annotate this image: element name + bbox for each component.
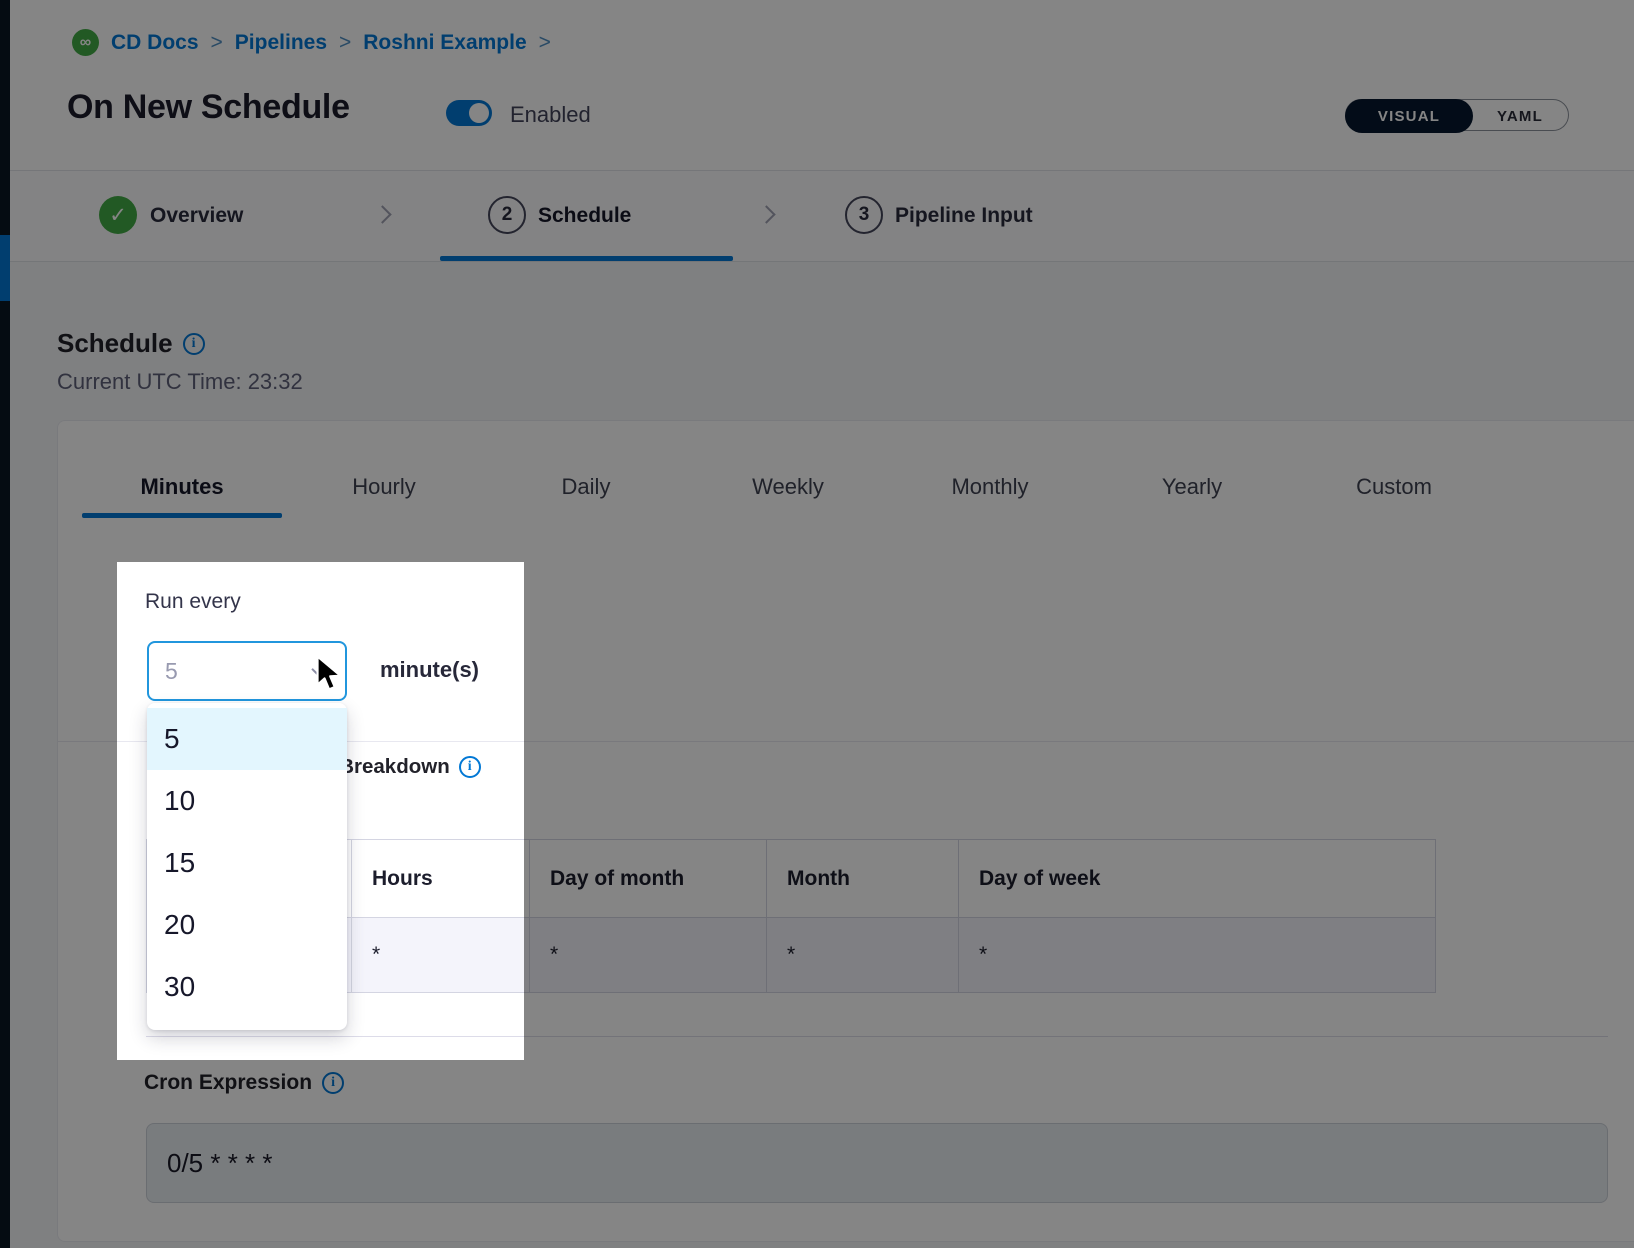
tab-yearly[interactable]: Yearly	[1161, 474, 1223, 499]
run-every-value: 5	[165, 658, 178, 684]
left-nav-strip[interactable]	[0, 0, 10, 1248]
tab-weekly[interactable]: Weekly	[752, 474, 824, 499]
frequency-tabs: Minutes Hourly Daily Weekly Monthly Year…	[81, 461, 1495, 513]
breadcrumb-cd-docs[interactable]: CD Docs	[111, 30, 199, 54]
dropdown-option-30[interactable]: 30	[164, 971, 196, 1002]
breadcrumb-separator: >	[538, 30, 551, 54]
wizard-step-schedule[interactable]: Schedule	[538, 204, 632, 227]
cell-hours: *	[351, 917, 530, 993]
schedule-heading-text: Schedule	[57, 328, 173, 358]
active-tab-underline	[82, 513, 282, 518]
minutes-unit-label: minute(s)	[380, 657, 479, 682]
step-2-number: 2	[488, 196, 526, 234]
dropdown-option-5[interactable]: 5	[147, 708, 347, 770]
left-nav-active-indicator	[0, 235, 10, 301]
info-icon[interactable]: i	[322, 1072, 345, 1094]
mouse-cursor	[316, 655, 342, 691]
tab-custom[interactable]: Custom	[1356, 474, 1432, 499]
utc-time-text: Current UTC Time: 23:32	[57, 369, 303, 394]
breadcrumb: ∞ CD Docs > Pipelines > Roshni Example >	[72, 29, 551, 56]
visual-button[interactable]: VISUAL	[1345, 99, 1473, 133]
breadcrumb-pipelines[interactable]: Pipelines	[234, 30, 327, 54]
run-every-label: Run every	[145, 590, 241, 613]
breadcrumb-roshni-example[interactable]: Roshni Example	[363, 30, 527, 54]
cron-expression-text: Cron Expression	[144, 1071, 313, 1094]
tab-minutes[interactable]: Minutes	[140, 474, 224, 499]
yaml-button[interactable]: YAML	[1497, 107, 1543, 125]
cron-expression-input[interactable]: 0/5 * * * *	[146, 1123, 1608, 1203]
header: ∞ CD Docs > Pipelines > Roshni Example >…	[10, 0, 1634, 170]
panel-divider	[146, 1036, 1608, 1037]
page-title: On New Schedule	[67, 88, 350, 126]
cell-day-of-month: *	[529, 917, 767, 993]
col-day-of-month: Day of month	[529, 839, 767, 918]
dropdown-option-20[interactable]: 20	[164, 909, 196, 940]
run-every-dropdown-menu: 5 10 15 20 30	[147, 703, 347, 1030]
step-complete-check-icon: ✓	[99, 196, 137, 234]
tab-hourly[interactable]: Hourly	[352, 474, 416, 499]
cell-month: *	[766, 917, 959, 993]
project-avatar-icon: ∞	[72, 29, 99, 56]
toggle-knob	[469, 103, 489, 123]
active-step-underline	[440, 256, 733, 261]
enabled-label: Enabled	[510, 102, 591, 127]
info-icon[interactable]: i	[458, 756, 481, 778]
cell-day-of-week: *	[958, 917, 1436, 993]
visual-yaml-switcher: VISUAL YAML	[1345, 99, 1569, 133]
tab-monthly[interactable]: Monthly	[951, 474, 1029, 499]
cron-expression-label: Cron Expression i	[144, 1071, 345, 1095]
section-divider	[58, 741, 1634, 742]
enabled-toggle[interactable]	[446, 100, 492, 126]
wizard-step-overview[interactable]: Overview	[150, 204, 244, 227]
info-icon[interactable]: i	[182, 332, 205, 355]
step-3-number: 3	[845, 196, 883, 234]
dropdown-option-10[interactable]: 10	[164, 785, 196, 816]
breadcrumb-separator: >	[339, 30, 352, 54]
dropdown-option-15[interactable]: 15	[164, 847, 196, 878]
wizard-step-pipeline-input[interactable]: Pipeline Input	[895, 204, 1033, 227]
col-month: Month	[766, 839, 959, 918]
breadcrumb-separator: >	[210, 30, 223, 54]
wizard-step-bar	[10, 170, 1634, 262]
run-every-select[interactable]: 5	[147, 641, 347, 701]
schedule-section-heading: Schedule i	[57, 328, 205, 359]
tab-daily[interactable]: Daily	[561, 474, 611, 499]
col-hours: Hours	[351, 839, 530, 918]
